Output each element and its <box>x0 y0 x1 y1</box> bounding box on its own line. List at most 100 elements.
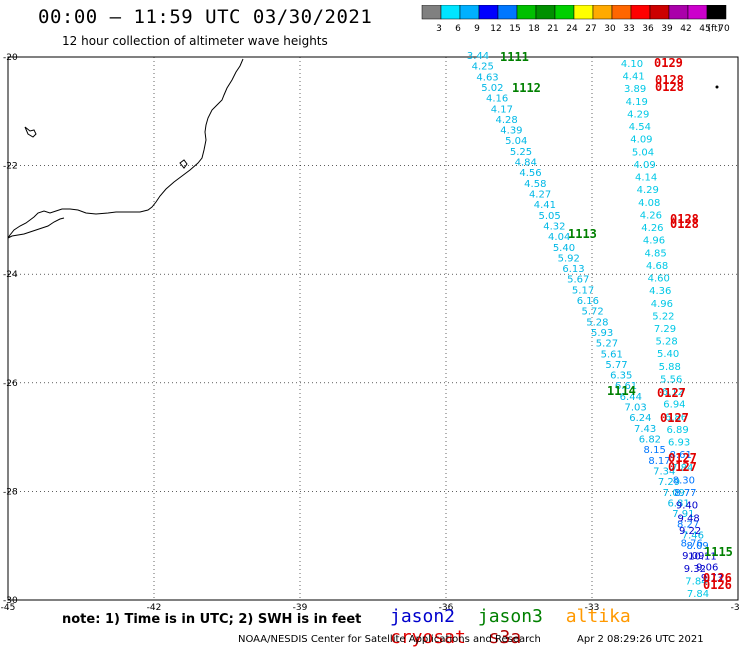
colorbar-label: 27 <box>585 24 596 34</box>
swh-value: 10.11 <box>688 552 717 563</box>
pass-id-label: 0126 <box>703 578 732 592</box>
swh-value: 8.30 <box>673 475 695 486</box>
swh-value: 8.77 <box>674 488 696 499</box>
generated-timestamp: Apr 2 08:29:26 UTC 2021 <box>577 634 704 645</box>
swh-value: 4.25 <box>472 62 494 73</box>
pass-id-label: 0128 <box>670 212 699 226</box>
swh-value: 5.40 <box>657 349 679 360</box>
swh-value: 4.84 <box>515 158 537 169</box>
swh-value: 4.16 <box>486 94 508 105</box>
altimeter-track-b: 4.104.413.894.194.294.544.095.044.094.14… <box>621 59 709 600</box>
island <box>24 126 37 138</box>
swh-value: 6.24 <box>629 413 651 424</box>
colorbar-label: 12 <box>490 24 501 34</box>
colorbar-label: 45 <box>699 24 710 34</box>
pass-id-label: 0128 <box>655 73 684 87</box>
swh-value: 4.56 <box>519 168 541 179</box>
swh-value: 5.28 <box>586 317 608 328</box>
pass-id-label: 1112 <box>512 81 541 95</box>
legend-jason3: jason3 <box>477 606 543 627</box>
swh-value: 9.40 <box>676 501 698 512</box>
legend-jason2: jason2 <box>390 606 456 627</box>
swh-value: 5.77 <box>605 360 627 371</box>
swh-value: 4.27 <box>529 189 551 200</box>
page-subtitle: 12 hour collection of altimeter wave hei… <box>62 34 328 48</box>
graticule <box>8 57 738 600</box>
colorbar: 3 6 9 12 15 18 21 24 27 30 33 36 39 42 45 70(ft) <box>421 5 730 34</box>
swh-value: 4.54 <box>629 122 651 133</box>
swh-value: 4.26 <box>641 223 663 234</box>
pass-id-label: 0127 <box>668 460 697 474</box>
swh-value: 4.28 <box>496 115 518 126</box>
swh-value: 4.41 <box>622 72 644 83</box>
pass-id-label: 0127 <box>660 411 689 425</box>
swh-value: 5.04 <box>505 136 527 147</box>
colorbar-label: 30 <box>604 24 616 34</box>
swh-value: 6.93 <box>668 438 690 449</box>
lat-label: -30 <box>3 596 18 606</box>
colorbar-label: 15 <box>509 24 520 34</box>
lon-label: -45 <box>1 603 16 613</box>
lon-label: -30 <box>731 603 740 613</box>
swh-value: 4.85 <box>644 248 666 259</box>
legend-altika: altika <box>565 606 631 627</box>
swh-value: 5.56 <box>660 374 682 385</box>
swh-value: 9.32 <box>684 564 706 575</box>
colorbar-swatch <box>706 5 727 20</box>
colorbar-unit: (ft) <box>707 24 721 34</box>
swh-value: 9.09 <box>682 551 704 562</box>
pass-id-label: 1115 <box>704 545 733 559</box>
swh-value: 4.10 <box>621 59 643 70</box>
swh-value: 5.27 <box>596 339 618 350</box>
swh-value: 6.35 <box>610 371 632 382</box>
swh-value: 6.81 <box>667 498 689 509</box>
swh-value: 7.03 <box>624 403 646 414</box>
pass-id-label: 0129 <box>654 56 683 70</box>
swh-value: 8.17 <box>648 456 670 467</box>
colorbar-label: 70 <box>718 24 730 34</box>
swh-value: 5.05 <box>538 211 560 222</box>
swh-value: 7.29 <box>654 324 676 335</box>
colorbar-label: 42 <box>680 24 691 34</box>
pass-id-label: 0127 <box>657 386 686 400</box>
swh-value: 5.61 <box>601 349 623 360</box>
swh-value: 6.86 <box>665 412 687 423</box>
swh-value: 6.89 <box>666 425 688 436</box>
lagoon <box>179 159 188 169</box>
swh-value: 4.14 <box>635 173 657 184</box>
swh-value: 6.13 <box>562 264 584 275</box>
swh-value: 4.63 <box>476 72 498 83</box>
swh-value: 4.32 <box>543 221 565 232</box>
colorbar-label: 9 <box>474 24 480 34</box>
swh-value: 5.17 <box>572 285 594 296</box>
swh-value: 4.36 <box>649 286 671 297</box>
swh-value: 6.44 <box>620 392 642 403</box>
swh-value: 3.44 <box>467 51 489 62</box>
swh-value: 5.40 <box>553 243 575 254</box>
swh-value: 7.46 <box>682 530 704 541</box>
swh-value: 5.72 <box>581 307 603 318</box>
pass-id-label: 0126 <box>703 571 732 585</box>
swh-value: 5.28 <box>655 337 677 348</box>
swh-value: 8.61 <box>670 450 692 461</box>
swh-value: 4.39 <box>500 126 522 137</box>
page-title: 00:00 – 11:59 UTC 03/30/2021 <box>38 6 373 28</box>
swh-value: 5.02 <box>481 83 503 94</box>
legend-cryosat: cryosat <box>390 627 466 648</box>
swh-value: 4.96 <box>643 236 665 247</box>
swh-value: 4.09 <box>633 160 655 171</box>
colorbar-label: 39 <box>661 24 673 34</box>
lat-label: -20 <box>3 53 18 63</box>
swh-value: 7.34 <box>653 466 675 477</box>
pass-id-label: 0128 <box>655 80 684 94</box>
swh-value: 7.84 <box>685 576 707 587</box>
swh-value: 8.76 <box>681 539 703 550</box>
swh-value: 4.04 <box>548 232 570 243</box>
swh-value: 8.09 <box>687 541 709 552</box>
swh-value: 6.12 <box>662 387 684 398</box>
swh-value: 7.84 <box>671 463 693 474</box>
swh-value: 4.58 <box>524 179 546 190</box>
swh-value: 4.09 <box>630 135 652 146</box>
colorbar-label: 21 <box>547 24 558 34</box>
swh-value: 4.08 <box>638 198 660 209</box>
